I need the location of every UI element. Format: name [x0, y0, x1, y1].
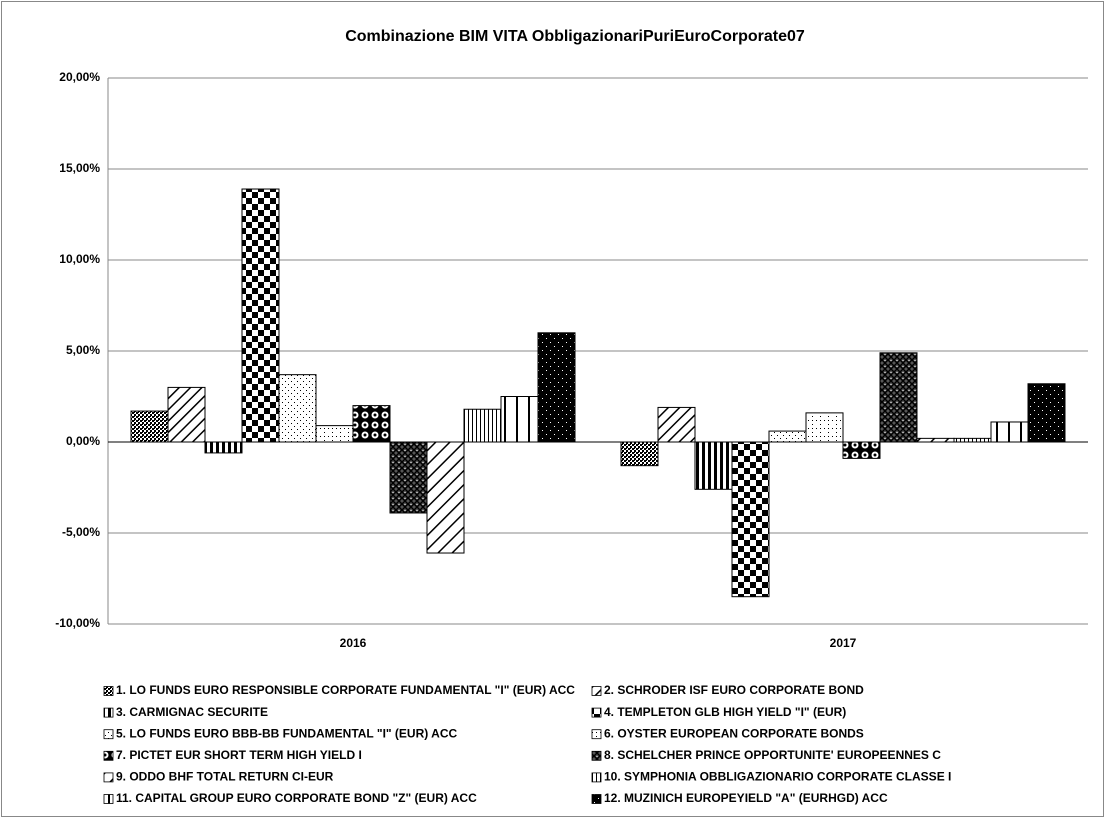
bar — [278, 374, 317, 443]
y-tick-label: 10,00% — [59, 252, 100, 266]
legend-label: 4. TEMPLETON GLB HIGH YIELD "I" (EUR) — [604, 705, 846, 719]
legend-label: 10. SYMPHONIA OBBLIGAZIONARIO CORPORATE … — [604, 770, 951, 784]
bar — [537, 332, 576, 443]
bar — [657, 406, 696, 443]
legend-label: 5. LO FUNDS EURO BBB-BB FUNDAMENTAL "I" … — [116, 726, 457, 740]
y-tick-label: -10,00% — [55, 616, 100, 630]
legend-swatch — [103, 707, 114, 718]
bar — [805, 412, 844, 443]
bar — [463, 408, 502, 443]
legend-swatch — [103, 750, 114, 761]
y-tick-label: 0,00% — [66, 434, 100, 448]
bar — [389, 441, 428, 514]
bar — [620, 441, 659, 467]
bar — [204, 441, 243, 454]
legend-swatch — [591, 729, 602, 740]
bar — [768, 430, 807, 443]
bar — [879, 352, 918, 443]
legend-swatch — [591, 772, 602, 783]
bar — [315, 425, 354, 443]
legend-swatch — [591, 750, 602, 761]
bar — [990, 421, 1029, 443]
y-tick-label: 20,00% — [59, 70, 100, 84]
bar — [130, 410, 169, 443]
legend-label: 8. SCHELCHER PRINCE OPPORTUNITE' EUROPEE… — [604, 748, 941, 762]
x-tick-label: 2017 — [830, 636, 857, 650]
bar — [500, 396, 539, 443]
bar — [426, 441, 465, 554]
legend-swatch — [103, 686, 114, 696]
y-tick-label: 15,00% — [59, 161, 100, 175]
bar — [352, 405, 391, 443]
bar — [842, 441, 881, 459]
legend-label: 7. PICTET EUR SHORT TERM HIGH YIELD I — [116, 748, 362, 762]
chart-title: Combinazione BIM VITA ObbligazionariPuri… — [345, 28, 805, 45]
bar — [731, 441, 770, 598]
y-tick-label: -5,00% — [62, 525, 100, 539]
bar — [167, 386, 206, 443]
bar — [1027, 383, 1066, 443]
bar — [953, 437, 992, 443]
legend-label: 1. LO FUNDS EURO RESPONSIBLE CORPORATE F… — [116, 683, 575, 697]
legend-label: 12. MUZINICH EUROPEYIELD "A" (EURHGD) AC… — [604, 791, 888, 805]
legend-swatch — [591, 686, 602, 696]
legend-swatch — [103, 729, 114, 740]
legend-swatch — [103, 772, 114, 783]
bar — [916, 437, 955, 443]
bar — [694, 441, 733, 490]
legend-swatch — [591, 794, 602, 804]
legend-label: 11. CAPITAL GROUP EURO CORPORATE BOND "Z… — [116, 791, 477, 805]
legend-swatch — [103, 794, 114, 804]
legend-label: 2. SCHRODER ISF EURO CORPORATE BOND — [604, 683, 864, 697]
y-tick-label: 5,00% — [66, 343, 100, 357]
legend-label: 9. ODDO BHF TOTAL RETURN CI-EUR — [116, 770, 334, 784]
bar — [241, 188, 280, 443]
legend-label: 3. CARMIGNAC SECURITE — [116, 705, 268, 719]
x-tick-label: 2016 — [340, 636, 367, 650]
legend-label: 6. OYSTER EUROPEAN CORPORATE BONDS — [604, 726, 864, 740]
legend-swatch — [591, 707, 602, 718]
